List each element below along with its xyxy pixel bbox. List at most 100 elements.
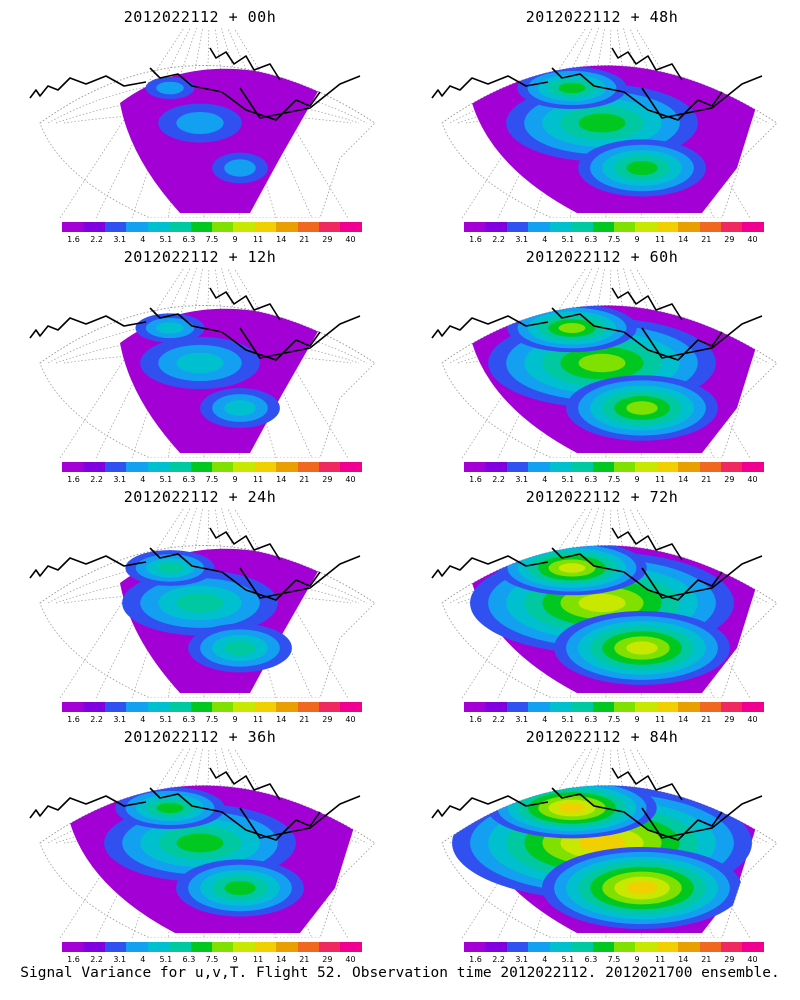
colorbar-swatch: [528, 222, 550, 232]
colorbar-tick-label: 11: [655, 235, 666, 244]
colorbar-tick-label: 7.5: [205, 715, 219, 724]
colorbar-swatch: [62, 942, 84, 952]
colorbar-tick-label: 2.2: [492, 475, 505, 484]
colorbar-tick-label: 21: [299, 955, 310, 964]
colorbar-swatch: [485, 222, 507, 232]
colorbar: [464, 702, 764, 712]
coastline: [29, 767, 361, 841]
colorbar-tick-label: 7.5: [607, 955, 621, 964]
variance-map: [431, 268, 778, 458]
colorbar-swatch: [126, 702, 148, 712]
colorbar-tick-label: 14: [678, 235, 689, 244]
colorbar-swatch: [613, 702, 636, 712]
colorbar-swatch: [147, 222, 170, 232]
colorbar-tick-label: 7.5: [205, 955, 219, 964]
colorbar-tick-label: 5.1: [561, 235, 575, 244]
colorbar-tick-label: 11: [253, 715, 264, 724]
colorbar-tick-label: 7.5: [205, 235, 219, 244]
colorbar-swatch: [126, 222, 148, 232]
colorbar-tick-label: 14: [678, 955, 689, 964]
colorbar-swatch: [147, 942, 170, 952]
colorbar-swatch: [340, 702, 362, 712]
colorbar-swatch: [169, 702, 191, 712]
colorbar-swatch: [613, 462, 636, 472]
colorbar-swatch: [485, 942, 507, 952]
colorbar-swatch: [528, 462, 550, 472]
colorbar-tick-label: 3.1: [515, 715, 529, 724]
colorbar-tick-label: 9: [232, 955, 238, 964]
colorbar-tick-label: 7.5: [607, 235, 621, 244]
colorbar-swatch: [678, 942, 700, 952]
colorbar-swatch: [297, 942, 320, 952]
colorbar-swatch: [699, 942, 722, 952]
colorbar-swatch: [742, 942, 764, 952]
colorbar-tick-label: 3.1: [113, 955, 127, 964]
colorbar-swatch: [699, 222, 722, 232]
colorbar-swatch: [571, 942, 593, 952]
coastline: [29, 47, 361, 121]
colorbar-tick-label: 21: [701, 475, 712, 484]
colorbar-swatch: [592, 942, 614, 952]
colorbar-tick-label: 9: [634, 475, 640, 484]
map-panel: 2012022112 + 48h 1.6 2.2 3.1 4 5.1 6.3 7.5 9 11 14…: [402, 0, 800, 245]
colorbar-tick-label: 1.6: [67, 475, 80, 484]
colorbar-swatch: [126, 942, 148, 952]
colorbar-swatch: [104, 702, 127, 712]
colorbar-swatch: [635, 702, 657, 712]
colorbar-swatch: [254, 942, 277, 952]
colorbar-tick-label: 29: [724, 715, 735, 724]
colorbar-swatch: [656, 462, 679, 472]
colorbar-ticks: 1.6 2.2 3.1 4 5.1 6.3 7.5 9 11 14 21 29 40: [454, 715, 774, 725]
colorbar-tick-label: 2.2: [492, 955, 505, 964]
colorbar-tick-label: 14: [276, 955, 287, 964]
panel-title: 2012022112 + 24h: [123, 488, 277, 506]
colorbar-swatch: [233, 462, 255, 472]
colorbar-swatch: [699, 702, 722, 712]
colorbar: [62, 942, 362, 952]
colorbar-ticks: 1.6 2.2 3.1 4 5.1 6.3 7.5 9 11 14 21 29 40: [454, 475, 774, 485]
colorbar-swatch: [506, 702, 529, 712]
colorbar-tick-label: 5.1: [159, 235, 173, 244]
variance-field: [120, 308, 320, 453]
colorbar-swatch: [319, 462, 341, 472]
colorbar-tick-label: 40: [747, 955, 758, 964]
colorbar-tick-label: 5.1: [561, 715, 575, 724]
variance-field: [120, 68, 320, 213]
map-panel: 2012022112 + 84h 1.6 2.2 3.1 4 5.1 6.3 7.5 9 11 14…: [402, 720, 800, 965]
colorbar-tick-label: 2.2: [90, 475, 103, 484]
colorbar-swatch: [297, 702, 320, 712]
colorbar-swatch: [656, 942, 679, 952]
panel-title: 2012022112 + 48h: [525, 8, 679, 26]
colorbar-swatch: [464, 462, 486, 472]
colorbar-tick-label: 29: [322, 475, 333, 484]
colorbar-tick-label: 7.5: [205, 475, 219, 484]
variance-map: [29, 268, 376, 458]
colorbar-tick-label: 40: [747, 475, 758, 484]
colorbar-tick-label: 6.3: [182, 235, 196, 244]
colorbar-tick-label: 9: [232, 715, 238, 724]
colorbar-swatch: [233, 702, 255, 712]
colorbar-tick-label: 7.5: [607, 715, 621, 724]
colorbar-swatch: [506, 222, 529, 232]
colorbar-tick-label: 9: [634, 955, 640, 964]
colorbar-ticks: 1.6 2.2 3.1 4 5.1 6.3 7.5 9 11 14 21 29 40: [52, 955, 372, 965]
colorbar-tick-label: 3.1: [515, 475, 529, 484]
colorbar-swatch: [549, 942, 572, 952]
colorbar-tick-label: 4: [542, 235, 548, 244]
colorbar-swatch: [678, 462, 700, 472]
colorbar-swatch: [233, 222, 255, 232]
colorbar-swatch: [319, 942, 341, 952]
colorbar-tick-label: 29: [322, 715, 333, 724]
colorbar-tick-label: 21: [701, 715, 712, 724]
colorbar-tick-label: 1.6: [469, 715, 482, 724]
colorbar-swatch: [571, 222, 593, 232]
colorbar-tick-label: 6.3: [182, 715, 196, 724]
variance-field: [470, 545, 762, 693]
colorbar-swatch: [126, 462, 148, 472]
colorbar-swatch: [656, 702, 679, 712]
colorbar-tick-label: 2.2: [492, 235, 505, 244]
colorbar-tick-label: 11: [655, 715, 666, 724]
coastline: [431, 767, 763, 841]
colorbar-swatch: [592, 702, 614, 712]
colorbar-swatch: [297, 462, 320, 472]
